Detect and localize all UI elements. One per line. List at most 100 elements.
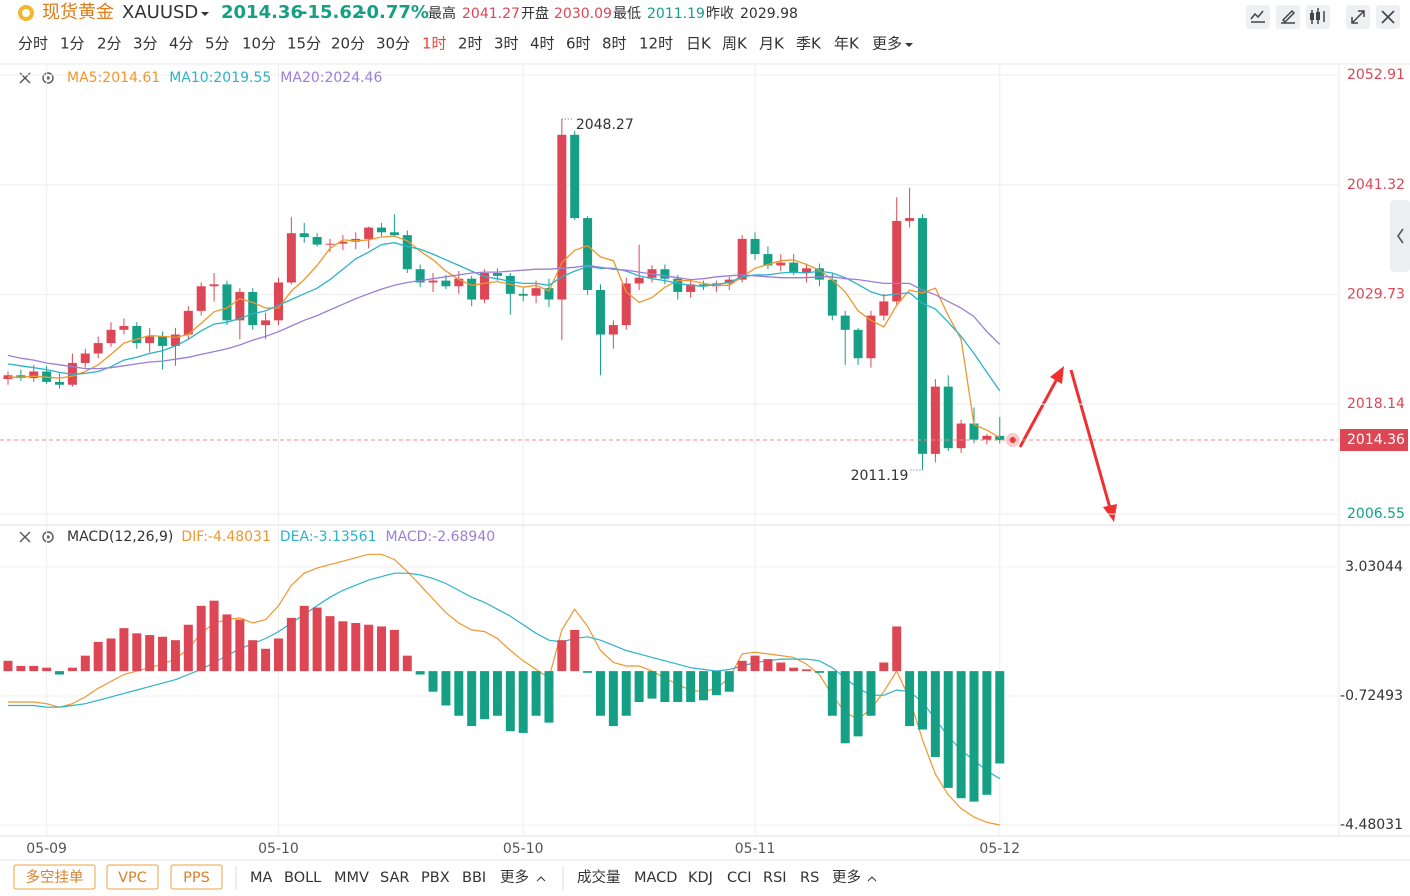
period-tab[interactable]: 4时 — [530, 35, 555, 53]
max-label: 2048.27 — [576, 117, 634, 133]
candle-body — [183, 310, 193, 335]
indicator-tab[interactable]: MA — [250, 870, 273, 886]
symbol-caret[interactable] — [201, 12, 209, 16]
indicator-settings[interactable] — [42, 72, 54, 84]
period-tab[interactable]: 1时 — [422, 35, 447, 53]
period-tab[interactable]: 4分 — [169, 35, 194, 53]
close-indicator[interactable] — [19, 531, 31, 543]
x-tick-label: 05-10 — [258, 841, 299, 857]
arrow-head — [1103, 504, 1117, 522]
toggle-icon — [1397, 228, 1404, 244]
macd-bar — [930, 671, 940, 757]
toolbar — [1246, 5, 1400, 29]
macd-bar — [119, 628, 129, 672]
candle-body — [724, 279, 734, 284]
indicator-tab[interactable]: MACD — [634, 870, 677, 886]
footer-button-label[interactable]: VPC — [118, 870, 147, 886]
footer-button-label[interactable]: PPS — [183, 870, 210, 886]
candle-body — [930, 386, 940, 454]
footer-button[interactable] — [13, 864, 96, 890]
period-tab[interactable]: 2分 — [97, 35, 122, 53]
macd-bar — [505, 671, 515, 732]
y-tick-label: -0.72493 — [1340, 688, 1403, 704]
candle-body — [776, 262, 786, 266]
candle-body — [492, 273, 502, 276]
period-tab[interactable]: 2时 — [458, 35, 483, 53]
indicator-tab[interactable]: RSI — [763, 870, 787, 886]
instrument-symbol[interactable]: XAUUSD — [122, 2, 198, 23]
period-tab[interactable]: 1分 — [60, 35, 85, 53]
period-tab[interactable]: 12时 — [639, 35, 673, 53]
indicator-tab[interactable]: MMV — [334, 870, 369, 886]
close-indicator[interactable] — [19, 72, 31, 84]
macd-bar — [286, 617, 296, 672]
period-tab[interactable]: 季K — [796, 35, 822, 53]
candle-body — [402, 235, 412, 270]
indicator-settings[interactable] — [42, 531, 54, 543]
macd-bar — [480, 671, 490, 720]
period-tab[interactable]: 30分 — [376, 35, 410, 53]
indicator-tab[interactable]: BOLL — [284, 870, 321, 886]
candle-body — [866, 315, 876, 359]
tool-button[interactable] — [1276, 5, 1300, 29]
period-tab[interactable]: 更多 — [872, 35, 902, 53]
indicator-tab[interactable]: KDJ — [688, 870, 713, 886]
period-tab[interactable]: 3时 — [494, 35, 519, 53]
period-tab[interactable]: 15分 — [287, 35, 321, 53]
last-price: 2014.36 — [221, 2, 303, 23]
period-tab[interactable]: 年K — [834, 35, 860, 53]
indicator-tab[interactable]: 成交量 — [577, 868, 621, 886]
indicator-tab[interactable]: SAR — [380, 870, 409, 886]
more-caret — [867, 876, 877, 882]
period-tab[interactable]: 月K — [759, 35, 785, 53]
indicator-tab[interactable]: PBX — [421, 870, 450, 886]
candle-body — [441, 280, 451, 287]
macd-bar — [389, 629, 399, 672]
arrow-line — [1069, 369, 1112, 509]
macd-title: MACD(12,26,9) — [67, 529, 173, 545]
candle-body — [634, 277, 644, 284]
high-label: 最高 — [428, 5, 456, 22]
side-panel-toggle[interactable] — [1390, 200, 1410, 272]
candle-body — [660, 269, 670, 279]
period-tab[interactable]: 日K — [686, 35, 712, 53]
instrument-name[interactable]: 现货黄金 — [42, 2, 114, 23]
indicator-tab[interactable]: 更多 — [832, 869, 861, 886]
tool-icon — [1351, 10, 1365, 24]
candle-body — [377, 227, 387, 233]
candle-body — [55, 381, 65, 385]
period-tab[interactable]: 6时 — [566, 35, 591, 53]
footer-button[interactable] — [106, 864, 159, 890]
candle-body — [222, 284, 232, 321]
candle-body — [235, 291, 245, 321]
period-tab[interactable]: 周K — [722, 35, 748, 53]
price-change: -15.62 — [300, 2, 364, 23]
macd-bar — [42, 667, 52, 672]
candle-body — [531, 288, 541, 296]
period-tab[interactable]: 5分 — [205, 35, 230, 53]
macd-line — [8, 553, 1000, 826]
period-tab[interactable]: 8时 — [602, 35, 627, 53]
period-tab[interactable]: 20分 — [331, 35, 365, 53]
period-tab[interactable]: 10分 — [242, 35, 276, 53]
macd-bar — [299, 605, 309, 672]
macd-bar — [724, 671, 734, 692]
indicator-tab[interactable]: 更多 — [500, 869, 529, 886]
tool-icon — [1381, 10, 1395, 24]
macd-bar — [634, 671, 644, 703]
macd-bar — [789, 667, 799, 672]
candle-body — [29, 371, 39, 379]
indicator-tab[interactable]: BBI — [462, 870, 486, 886]
period-tab[interactable]: 分时 — [18, 35, 48, 53]
candle-body — [737, 238, 747, 280]
macd-bar — [866, 671, 876, 716]
indicator-tab[interactable]: RS — [800, 870, 819, 886]
footer-button-label[interactable]: 多空挂单 — [26, 869, 84, 886]
drawn-arrows — [1018, 366, 1117, 522]
macd-bar — [170, 640, 180, 672]
macd-bar — [943, 671, 953, 788]
macd-bar — [737, 660, 747, 672]
indicator-tab[interactable]: CCI — [727, 870, 752, 886]
period-tab[interactable]: 3分 — [133, 35, 158, 53]
footer-button[interactable] — [170, 864, 223, 890]
